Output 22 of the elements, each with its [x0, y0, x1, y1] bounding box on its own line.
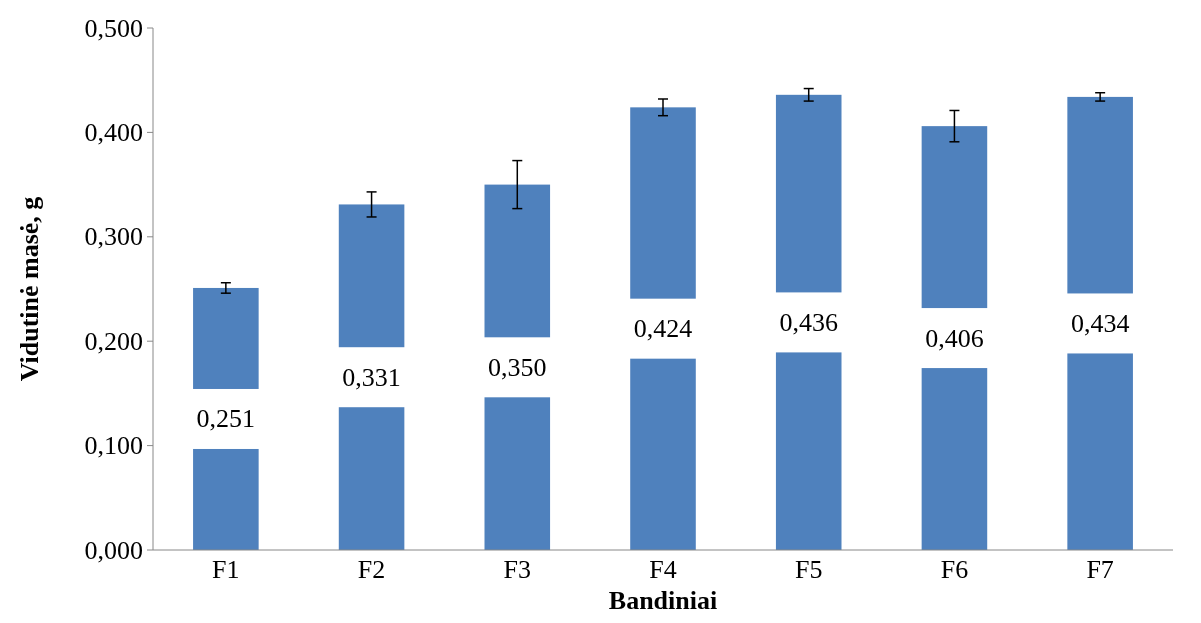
x-tick-label: F5 [794, 555, 823, 584]
y-tick-label: 0,200 [84, 326, 143, 356]
y-tick-label: 0,100 [84, 431, 143, 461]
y-tick-label: 0,300 [84, 222, 143, 252]
x-axis-title: Bandiniai [608, 586, 718, 615]
data-label: 0,434 [1070, 308, 1130, 338]
y-tick-label: 0,400 [84, 117, 143, 147]
y-axis-title: Vidutinė masė, g [15, 196, 44, 382]
data-label: 0,436 [779, 307, 838, 337]
x-tick-label: F2 [357, 555, 386, 584]
y-tick-label: 0,000 [84, 535, 143, 565]
x-tick-label: F3 [503, 555, 532, 584]
x-tick-label: F1 [212, 555, 240, 584]
data-label: 0,251 [196, 404, 256, 434]
y-tick-label: 0,500 [84, 13, 143, 43]
data-label: 0,350 [488, 352, 547, 382]
x-tick-label: F4 [649, 555, 677, 584]
data-label: 0,424 [633, 314, 693, 344]
data-label: 0,331 [342, 362, 401, 392]
x-tick-label: F7 [1086, 555, 1114, 584]
data-label: 0,406 [925, 323, 984, 353]
x-tick-label: F6 [940, 555, 969, 584]
